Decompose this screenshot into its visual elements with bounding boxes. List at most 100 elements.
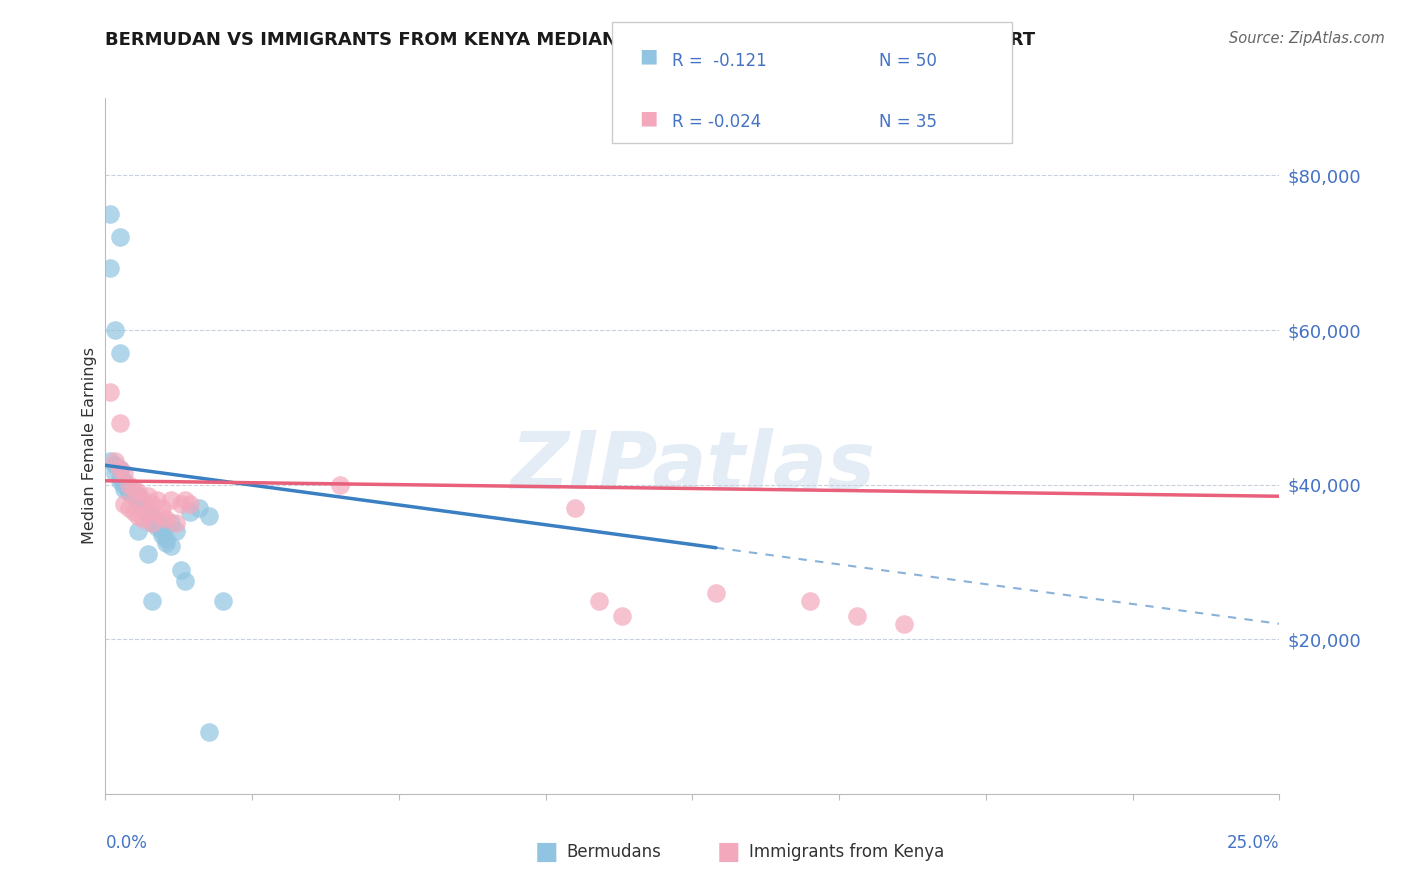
Point [132,500,155,515]
Point [127,524,149,538]
Point [136,505,159,519]
Text: ZIPatlas: ZIPatlas [510,428,875,506]
Point [98,261,121,276]
Point [118,482,141,496]
Point [112,466,135,480]
Point [146,520,169,534]
Point [610,609,633,624]
Point [197,725,219,739]
Point [104,458,127,473]
Point [122,505,145,519]
Point [108,474,131,488]
Point [98,207,121,221]
Point [136,505,159,519]
Point [136,547,159,561]
Text: 25.0%: 25.0% [1227,834,1279,852]
Point [127,493,149,508]
Point [98,384,121,399]
Point [132,500,155,515]
Point [188,500,211,515]
Text: ■: ■ [640,46,658,66]
Point [108,462,131,476]
Point [155,532,177,546]
Text: R =  -0.121: R = -0.121 [672,52,766,70]
Point [160,516,183,531]
Point [141,497,163,511]
Text: N = 35: N = 35 [879,113,936,131]
Point [108,462,131,476]
Point [108,230,131,244]
Point [799,593,821,607]
Point [160,540,183,554]
Point [112,482,135,496]
Point [118,485,141,500]
Point [893,616,915,631]
Point [160,493,183,508]
Point [132,493,155,508]
Point [146,516,169,531]
Point [98,454,121,468]
Point [118,477,141,491]
Point [108,470,131,484]
Text: ■: ■ [534,840,558,863]
Text: Source: ZipAtlas.com: Source: ZipAtlas.com [1229,31,1385,46]
Point [329,477,352,491]
Point [150,528,173,542]
Point [122,485,145,500]
Point [150,508,173,523]
Text: Immigrants from Kenya: Immigrants from Kenya [749,843,945,861]
Point [588,593,610,607]
Point [118,500,141,515]
Point [108,346,131,360]
Point [136,508,159,523]
Point [155,512,177,526]
Point [211,593,233,607]
Point [141,512,163,526]
Point [122,482,145,496]
Point [141,516,163,531]
Point [146,493,169,508]
Point [118,485,141,500]
Point [169,563,191,577]
Point [136,489,159,503]
Point [141,593,163,607]
Point [127,508,149,523]
Text: ■: ■ [717,840,741,863]
Point [136,505,159,519]
Point [845,609,868,624]
Point [127,489,149,503]
Point [112,477,135,491]
Point [132,512,155,526]
Y-axis label: Median Female Earnings: Median Female Earnings [82,348,97,544]
Point [127,493,149,508]
Point [169,497,191,511]
Text: N = 50: N = 50 [879,52,936,70]
Point [112,474,135,488]
Point [165,524,187,538]
Point [104,323,127,337]
Point [174,493,197,508]
Point [564,500,586,515]
Point [150,524,173,538]
Point [122,489,145,503]
Point [155,535,177,549]
Point [104,454,127,468]
Point [127,485,149,500]
Point [197,508,219,523]
Point [132,497,155,511]
Text: Bermudans: Bermudans [567,843,661,861]
Point [174,574,197,589]
Point [108,416,131,430]
Text: 0.0%: 0.0% [105,834,148,852]
Point [179,497,201,511]
Point [141,508,163,523]
Point [150,500,173,515]
Text: BERMUDAN VS IMMIGRANTS FROM KENYA MEDIAN FEMALE EARNINGS CORRELATION CHART: BERMUDAN VS IMMIGRANTS FROM KENYA MEDIAN… [105,31,1036,49]
Point [141,516,163,531]
Point [104,466,127,480]
Point [704,586,727,600]
Point [179,505,201,519]
Text: ■: ■ [640,108,658,128]
Text: R = -0.024: R = -0.024 [672,113,761,131]
Point [165,516,187,531]
